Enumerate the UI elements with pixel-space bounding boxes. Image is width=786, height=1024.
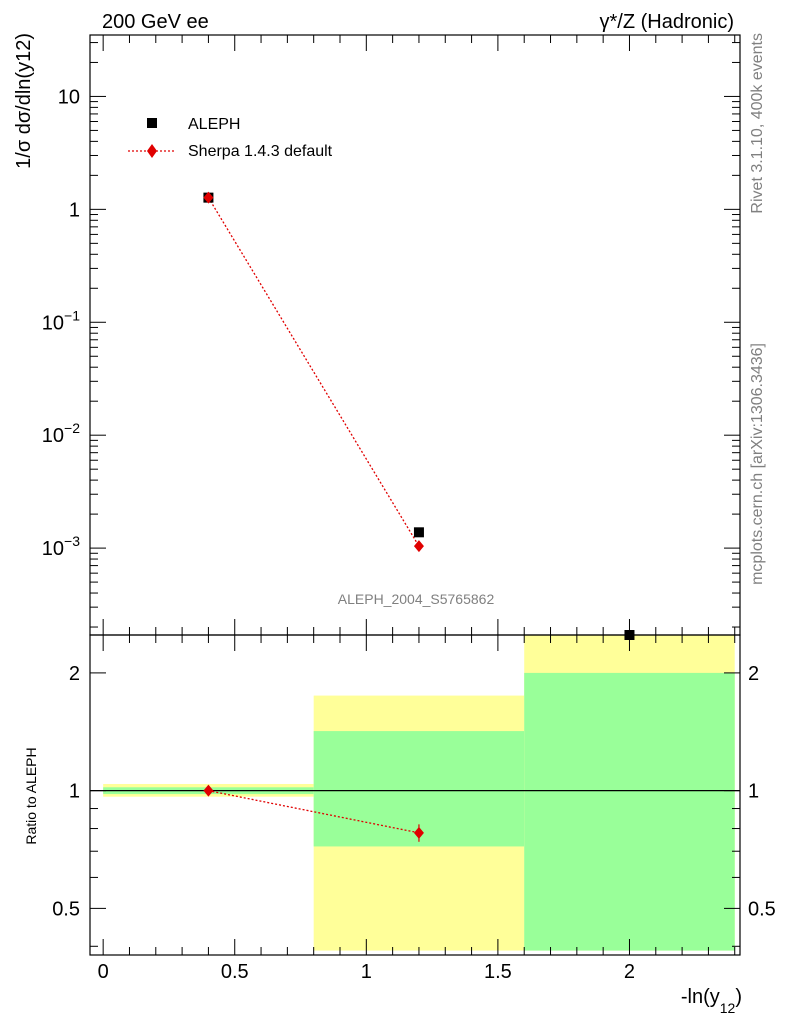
main-y-tick-label: 10: [58, 86, 80, 108]
rivet-label: Rivet 3.1.10, 400k events: [749, 33, 766, 214]
main-y-tick-label: 1: [69, 199, 80, 221]
legend-aleph-label: ALEPH: [188, 116, 240, 133]
main-ylabel-text: 1/σ dσ/dln(y12): [13, 33, 35, 169]
sherpa-point: [203, 191, 214, 204]
chart-dynamic-layer: 10 1 10−1 10−2 10−3 0 0.5 1 1.5 2 0.5 0.5 1 1 2 2: [42, 34, 776, 983]
x-tick-label: 1.5: [484, 961, 512, 983]
legend-aleph-marker: [147, 118, 157, 128]
header-left: 200 GeV ee: [102, 11, 209, 33]
ratio-plot-frame: [89, 634, 741, 956]
x-axis-label: -ln(y12): [681, 986, 742, 1016]
legend-sherpa-marker: [147, 144, 157, 158]
main-y-tick-label: 10−2: [42, 420, 80, 447]
aleph-point: [624, 630, 635, 640]
x-tick-label: 2: [624, 961, 635, 983]
main-y-tick-label: 10−1: [42, 307, 80, 334]
ratio-y-tick-label-left: 2: [69, 663, 80, 685]
sherpa-point: [413, 540, 424, 553]
header-right: γ*/Z (Hadronic): [600, 11, 734, 33]
main-y-tick-label: 10−3: [42, 533, 80, 560]
sherpa-ratio-point: [413, 826, 424, 839]
sherpa-line: [207, 197, 420, 547]
aleph-point: [413, 527, 424, 538]
legend: ALEPH Sherpa 1.4.3 default: [128, 116, 333, 160]
main-ylabel: 1/σ dσ/dln(y12): [13, 33, 35, 169]
x-tick-label: 1: [361, 961, 372, 983]
ratio-y-tick-label-left: 0.5: [52, 898, 80, 920]
mcplots-label: mcplots.cern.ch [arXiv:1306.3436]: [749, 343, 766, 585]
ratio-y-tick-label-left: 1: [69, 781, 80, 803]
analysis-id: ALEPH_2004_S5765862: [338, 591, 495, 607]
x-tick-label: 0: [98, 961, 109, 983]
ratio-ylabel: Ratio to ALEPH: [23, 747, 39, 844]
ratio-y-tick-label-right: 0.5: [748, 898, 776, 920]
ratio-y-tick-label-right: 2: [748, 663, 759, 685]
ratio-y-tick-label-right: 1: [748, 781, 759, 803]
x-tick-label: 0.5: [221, 961, 249, 983]
sherpa-ratio-point: [203, 784, 214, 797]
legend-sherpa-label: Sherpa 1.4.3 default: [188, 143, 333, 160]
ratio-band-green: [524, 672, 735, 951]
